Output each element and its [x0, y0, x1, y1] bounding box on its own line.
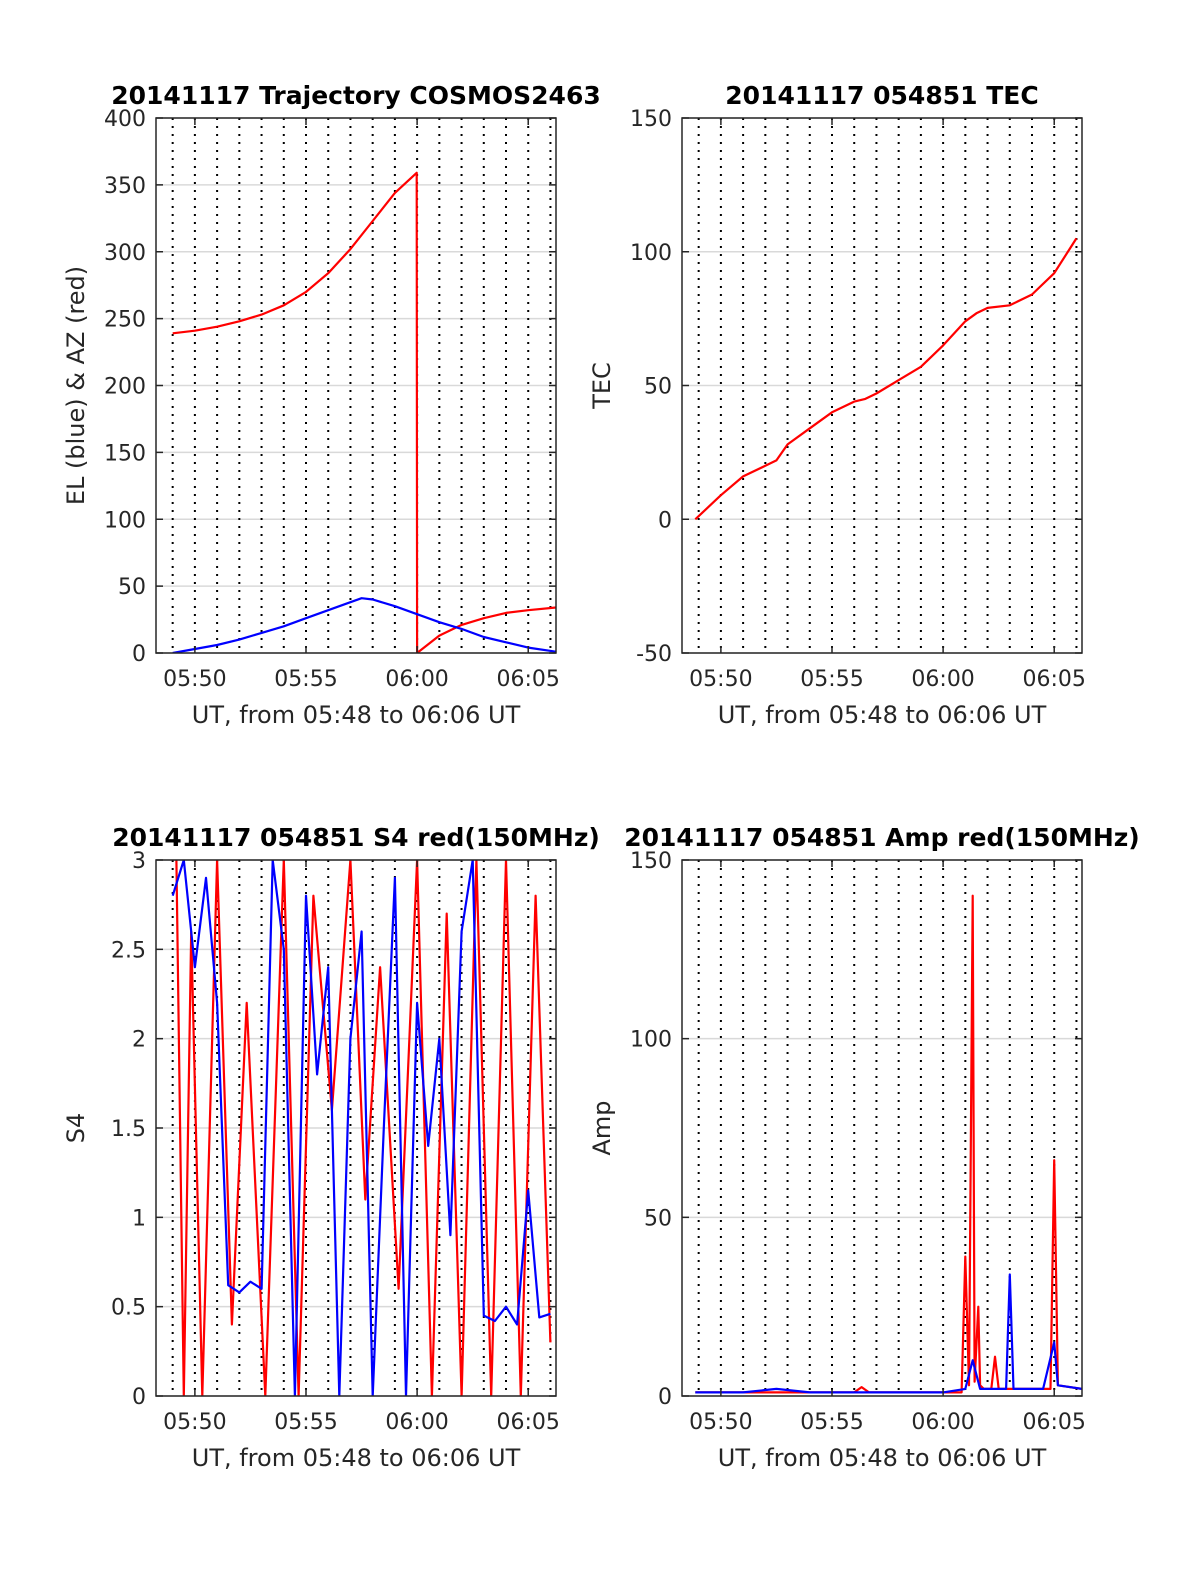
- chart-title: 20141117 054851 S4 red(150MHz): [112, 823, 600, 852]
- series-line-red-0: [175, 860, 552, 1396]
- chart-amp: 0 50 100 150 05:50 05:55 06:00 06:05 20141117 05…: [588, 823, 1140, 1472]
- x-tick-label: 05:55: [800, 1410, 863, 1435]
- x-axis-label: UT, from 05:48 to 06:06 UT: [718, 701, 1047, 729]
- x-tick-label: 05:50: [163, 667, 226, 692]
- x-tick-label: 05:55: [800, 667, 863, 692]
- y-tick-label: 200: [104, 375, 146, 400]
- y-tick-label: 100: [104, 508, 146, 533]
- x-tick-label: 05:50: [689, 667, 752, 692]
- x-tick-label: 06:05: [1023, 1410, 1086, 1435]
- series-group: [695, 894, 1082, 1394]
- y-tick-label: 100: [630, 1028, 672, 1053]
- x-axis-label: UT, from 05:48 to 06:06 UT: [718, 1444, 1047, 1472]
- plot-area: [682, 860, 1082, 1396]
- x-tick-label: 05:55: [274, 667, 337, 692]
- y-axis-label: Amp: [588, 1100, 616, 1155]
- y-axis-label: TEC: [588, 362, 616, 410]
- chart-tec: -50 0 50 100 150 05:50 05:55 06:00 06:05 20141117…: [588, 81, 1086, 729]
- y-tick-label: 150: [630, 849, 672, 874]
- series-line-el-1: [172, 597, 556, 653]
- x-tick-label: 06:00: [911, 667, 974, 692]
- y-tick-label: 1.5: [111, 1117, 146, 1142]
- x-tick-label: 06:05: [497, 667, 560, 692]
- y-tick-label: 50: [644, 1206, 672, 1231]
- y-tick-label: 0: [658, 1385, 672, 1410]
- x-axis-label: UT, from 05:48 to 06:06 UT: [192, 1444, 521, 1472]
- y-axis-label: EL (blue) & AZ (red): [62, 266, 90, 505]
- y-tick-label: 1: [132, 1206, 146, 1231]
- y-tick-label: 2: [132, 1028, 146, 1053]
- chart-trajectory: 0 50 100 150 200 250 300 350 400 05:50 05:55 06:00 0…: [62, 81, 601, 729]
- chart-s4: 0 0.5 1 1.5 2 2.5 3 05:50 05:55 06:00 06:05 2014111…: [62, 823, 600, 1472]
- y-tick-label: 3: [132, 849, 146, 874]
- y-axis-label: S4: [62, 1113, 90, 1144]
- series-line-red-0: [694, 237, 1078, 521]
- y-tick-label: 50: [644, 375, 672, 400]
- y-tick-label: 150: [630, 107, 672, 132]
- y-tick-label: 350: [104, 174, 146, 199]
- x-tick-label: 06:05: [497, 1410, 560, 1435]
- y-tick-label: 100: [630, 241, 672, 266]
- series-line-az-0: [172, 171, 556, 653]
- series-group: [171, 860, 552, 1396]
- series-group: [172, 171, 556, 653]
- y-tick-label: 250: [104, 308, 146, 333]
- x-tick-label: 05:55: [274, 1410, 337, 1435]
- y-tick-label: 50: [118, 575, 146, 600]
- series-line-blue-1: [171, 860, 551, 1396]
- y-tick-label: 300: [104, 241, 146, 266]
- y-tick-label: 400: [104, 107, 146, 132]
- x-tick-label: 06:05: [1023, 667, 1086, 692]
- y-tick-label: 0: [658, 508, 672, 533]
- y-tick-label: -50: [636, 642, 672, 667]
- axes-frame: [681, 859, 1083, 1397]
- x-tick-label: 06:00: [911, 1410, 974, 1435]
- series-group: [694, 237, 1078, 521]
- x-tick-label: 05:50: [163, 1410, 226, 1435]
- chart-title: 20141117 054851 Amp red(150MHz): [624, 823, 1140, 852]
- y-tick-label: 0: [132, 1385, 146, 1410]
- y-tick-label: 2.5: [111, 938, 146, 963]
- x-tick-label: 06:00: [385, 667, 448, 692]
- y-tick-label: 0.5: [111, 1296, 146, 1321]
- y-tick-label: 150: [104, 441, 146, 466]
- x-tick-label: 06:00: [385, 1410, 448, 1435]
- x-axis-label: UT, from 05:48 to 06:06 UT: [192, 701, 521, 729]
- x-tick-label: 05:50: [689, 1410, 752, 1435]
- chart-title: 20141117 Trajectory COSMOS2463: [111, 81, 601, 110]
- y-tick-label: 0: [132, 642, 146, 667]
- series-line-blue-1: [695, 1273, 1082, 1394]
- chart-title: 20141117 054851 TEC: [725, 81, 1038, 110]
